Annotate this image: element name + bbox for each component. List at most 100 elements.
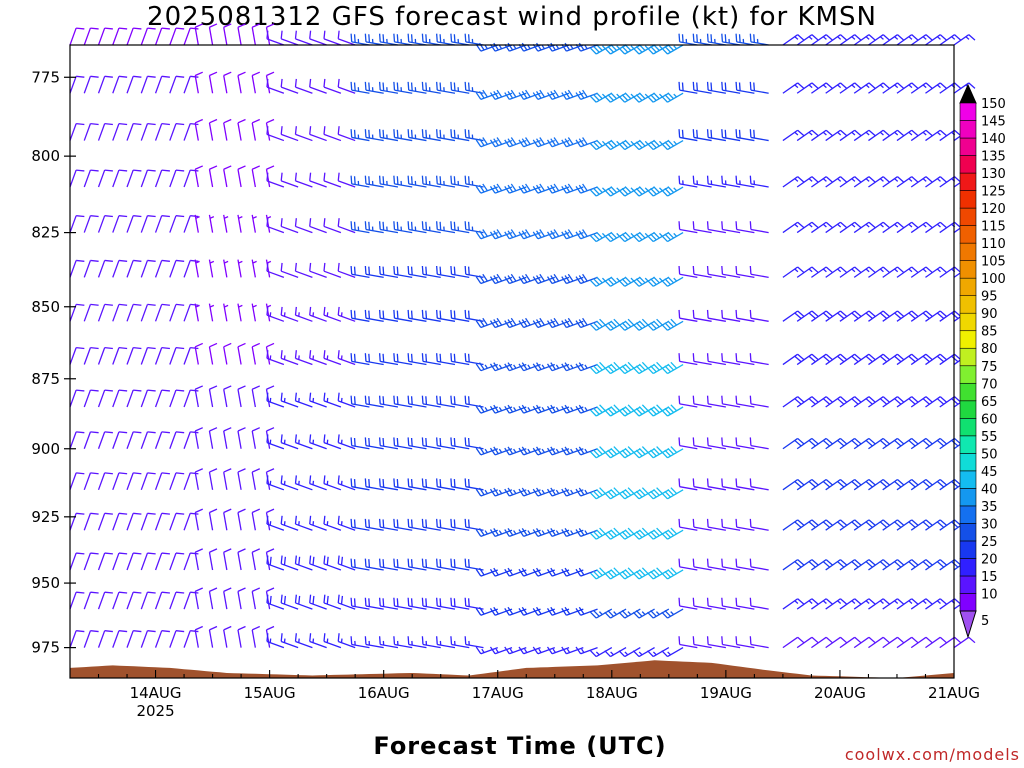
- barb-feather: [624, 320, 632, 328]
- barb-feather: [337, 515, 340, 525]
- barb-feather: [951, 312, 959, 319]
- wind-barb: [632, 361, 655, 375]
- barb-feather: [382, 129, 385, 139]
- barb-feather: [194, 468, 203, 473]
- barb-feather: [266, 594, 269, 604]
- barb-staff: [97, 431, 106, 449]
- barb-feather: [175, 215, 185, 218]
- barb-feather: [575, 363, 582, 372]
- barb-staff: [83, 591, 92, 610]
- barb-feather: [882, 437, 890, 445]
- wind-barb: [661, 608, 684, 619]
- barb-staff: [237, 591, 242, 610]
- barb-feather: [337, 350, 340, 359]
- barb-feather: [382, 266, 385, 275]
- barb-feather: [76, 389, 85, 392]
- wind-barb: [112, 123, 128, 141]
- wind-barb: [112, 169, 128, 188]
- barb-feather: [161, 472, 170, 475]
- wind-barb: [604, 487, 627, 500]
- wind-barb: [825, 519, 848, 531]
- wind-barb: [561, 646, 584, 655]
- barb-feather: [337, 218, 340, 227]
- barb-feather: [421, 597, 424, 607]
- barb-feather: [251, 118, 261, 124]
- barb-feather: [951, 521, 959, 528]
- barb-half-feather: [670, 611, 675, 616]
- barb-half-feather: [794, 36, 799, 40]
- wind-barb: [194, 214, 200, 233]
- barb-feather: [175, 389, 185, 392]
- barb-feather: [251, 23, 261, 28]
- barb-feather: [407, 221, 410, 230]
- wind-barb: [450, 129, 470, 142]
- barb-feather: [596, 363, 603, 371]
- barb-half-feather: [794, 600, 799, 604]
- barb-feather: [323, 218, 326, 227]
- barb-feather: [868, 353, 876, 361]
- barb-feather: [621, 233, 629, 241]
- wind-barb: [518, 606, 541, 616]
- barb-feather: [664, 407, 672, 415]
- barb-staff: [97, 513, 106, 531]
- barb-feather: [407, 395, 410, 404]
- wind-barb: [882, 636, 905, 649]
- wind-barb: [692, 129, 712, 142]
- barb-feather: [493, 138, 499, 146]
- barb-feather: [350, 518, 353, 528]
- wind-barb: [853, 221, 876, 234]
- barb-feather: [90, 215, 99, 218]
- barb-feather: [507, 138, 514, 146]
- wind-barb: [504, 446, 527, 456]
- barb-feather: [593, 187, 600, 195]
- barb-staff: [309, 86, 327, 94]
- barb-feather: [954, 176, 962, 183]
- barb-feather: [678, 221, 681, 230]
- wind-barb: [251, 385, 261, 408]
- barb-feather: [653, 92, 660, 100]
- credit-link[interactable]: coolwx.com/models: [844, 745, 1020, 764]
- wind-barb: [546, 404, 570, 414]
- wind-barb: [868, 176, 890, 188]
- colorbar-label: 140: [981, 132, 1006, 147]
- wind-barb: [590, 404, 613, 417]
- wind-barb: [378, 558, 399, 571]
- barb-feather: [939, 221, 947, 229]
- barb-feather: [632, 95, 640, 103]
- wind-barb: [647, 361, 670, 375]
- barb-staff: [237, 552, 242, 571]
- barb-feather: [661, 47, 668, 55]
- barb-feather: [596, 139, 603, 147]
- wind-barb: [350, 33, 370, 46]
- barb-feather: [721, 81, 724, 91]
- barb-half-feather: [673, 45, 678, 50]
- barb-feather: [911, 598, 919, 605]
- barb-staff: [183, 591, 191, 610]
- barb-feather: [251, 427, 261, 432]
- barb-feather: [467, 353, 470, 363]
- barb-feather: [518, 488, 525, 497]
- barb-feather: [251, 71, 261, 77]
- wind-barb: [518, 446, 541, 456]
- barb-staff: [679, 317, 698, 322]
- wind-barb: [532, 317, 555, 329]
- barb-feather: [340, 595, 344, 605]
- wind-barb: [309, 633, 327, 649]
- barb-half-feather: [624, 651, 629, 656]
- colorbar-swatch: [959, 523, 977, 542]
- barb-feather: [724, 129, 727, 139]
- barb-feather: [721, 33, 724, 42]
- wind-barb: [796, 82, 819, 94]
- barb-feather: [510, 89, 517, 98]
- barb-half-feather: [570, 530, 574, 535]
- wind-barb: [735, 309, 755, 322]
- barb-feather: [190, 27, 199, 30]
- barb-feather: [922, 439, 930, 447]
- barb-feather: [175, 552, 185, 555]
- barb-feather: [521, 319, 528, 327]
- wind-barb: [208, 342, 218, 365]
- wind-barb: [337, 172, 356, 188]
- barb-feather: [653, 186, 660, 193]
- barb-staff: [280, 483, 299, 491]
- barb-feather: [410, 176, 413, 185]
